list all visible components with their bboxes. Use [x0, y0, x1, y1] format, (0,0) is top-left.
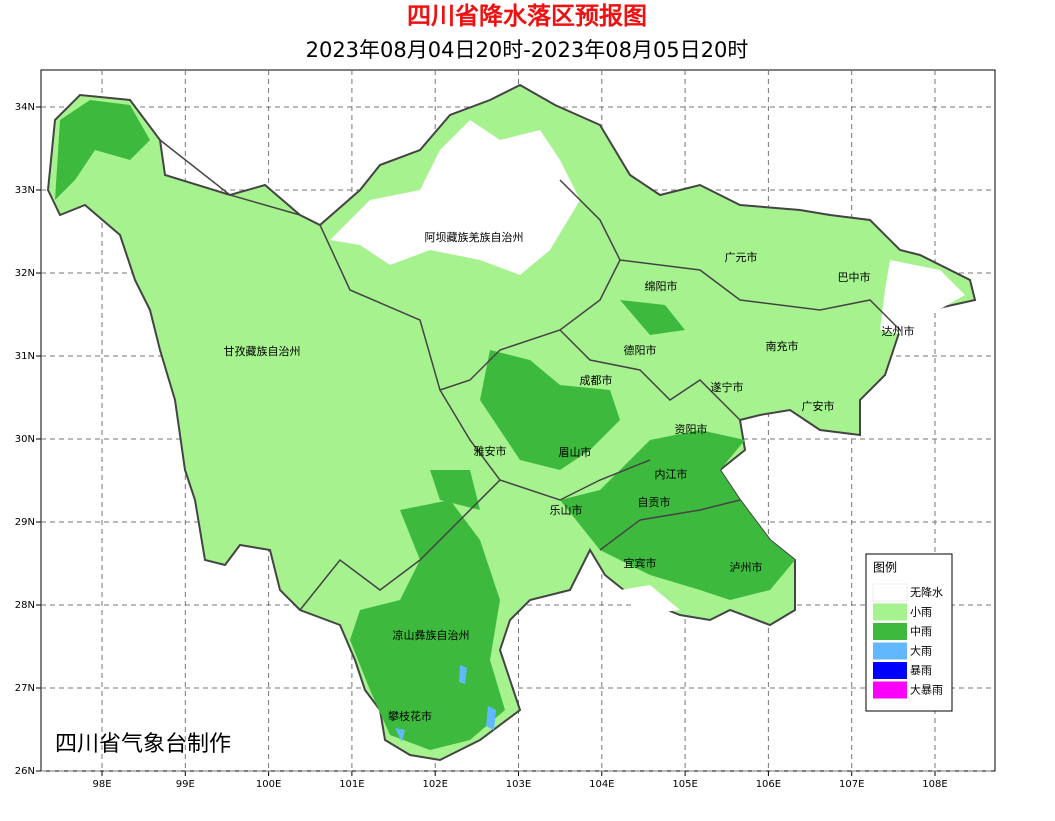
place-label: 达州市 — [882, 324, 915, 338]
place-label: 雅安市 — [474, 444, 507, 458]
place-label: 广安市 — [802, 399, 835, 413]
place-label: 广元市 — [725, 250, 758, 264]
lon-tick-label: 103E — [506, 779, 531, 790]
legend-swatch — [873, 642, 907, 660]
lat-tick-label: 26N — [15, 766, 35, 777]
lat-tick-label: 33N — [15, 185, 35, 196]
lon-tick-label: 104E — [589, 779, 614, 790]
legend-label: 大暴雨 — [910, 683, 943, 697]
place-label: 乐山市 — [550, 503, 583, 517]
place-label: 眉山市 — [559, 445, 592, 459]
place-label: 德阳市 — [624, 343, 657, 357]
place-label: 宜宾市 — [624, 556, 657, 570]
place-label: 绵阳市 — [645, 279, 678, 293]
lon-tick-label: 106E — [756, 779, 781, 790]
lon-tick-label: 102E — [422, 779, 447, 790]
legend-title: 图例 — [873, 561, 897, 575]
place-label: 遂宁市 — [711, 380, 744, 394]
legend-swatch — [873, 603, 907, 621]
legend-swatch — [873, 623, 907, 640]
lon-tick-label: 98E — [92, 779, 111, 790]
place-label: 巴中市 — [838, 270, 871, 284]
place-label: 自贡市 — [638, 495, 671, 509]
title: 四川省降水落区预报图 — [407, 2, 647, 30]
legend-label: 小雨 — [910, 606, 932, 619]
lat-tick-label: 30N — [15, 434, 35, 445]
lat-tick-label: 34N — [15, 102, 35, 113]
lat-tick-label: 28N — [15, 600, 35, 611]
place-label: 阿坝藏族羌族自治州 — [425, 230, 524, 244]
lon-tick-label: 100E — [256, 779, 281, 790]
subtitle: 2023年08月04日20时-2023年08月05日20时 — [306, 38, 749, 62]
place-label: 攀枝花市 — [388, 709, 432, 723]
place-label: 甘孜藏族自治州 — [224, 344, 301, 358]
lon-tick-label: 107E — [839, 779, 864, 790]
place-label: 资阳市 — [675, 422, 708, 436]
lon-tick-label: 108E — [922, 779, 947, 790]
lat-tick-label: 32N — [15, 268, 35, 279]
lat-tick-label: 27N — [15, 683, 35, 694]
legend-label: 大雨 — [910, 644, 932, 658]
legend-swatch — [873, 681, 907, 699]
place-label: 凉山彝族自治州 — [393, 628, 470, 642]
province — [46, 83, 977, 762]
lon-tick-label: 101E — [339, 779, 364, 790]
legend-swatch — [872, 583, 908, 602]
lon-tick-label: 105E — [672, 779, 697, 790]
place-label: 泸州市 — [730, 560, 763, 574]
lon-tick-label: 99E — [176, 779, 195, 790]
legend-label: 中雨 — [910, 625, 932, 638]
place-label: 成都市 — [580, 373, 613, 387]
credit: 四川省气象台制作 — [55, 732, 231, 757]
legend-label: 无降水 — [910, 585, 943, 599]
place-label: 南充市 — [766, 339, 799, 353]
legend-label: 暴雨 — [910, 664, 932, 677]
place-label: 内江市 — [655, 467, 688, 481]
lat-tick-label: 29N — [15, 517, 35, 528]
legend-swatch — [873, 662, 907, 679]
lat-tick-label: 31N — [15, 351, 35, 362]
